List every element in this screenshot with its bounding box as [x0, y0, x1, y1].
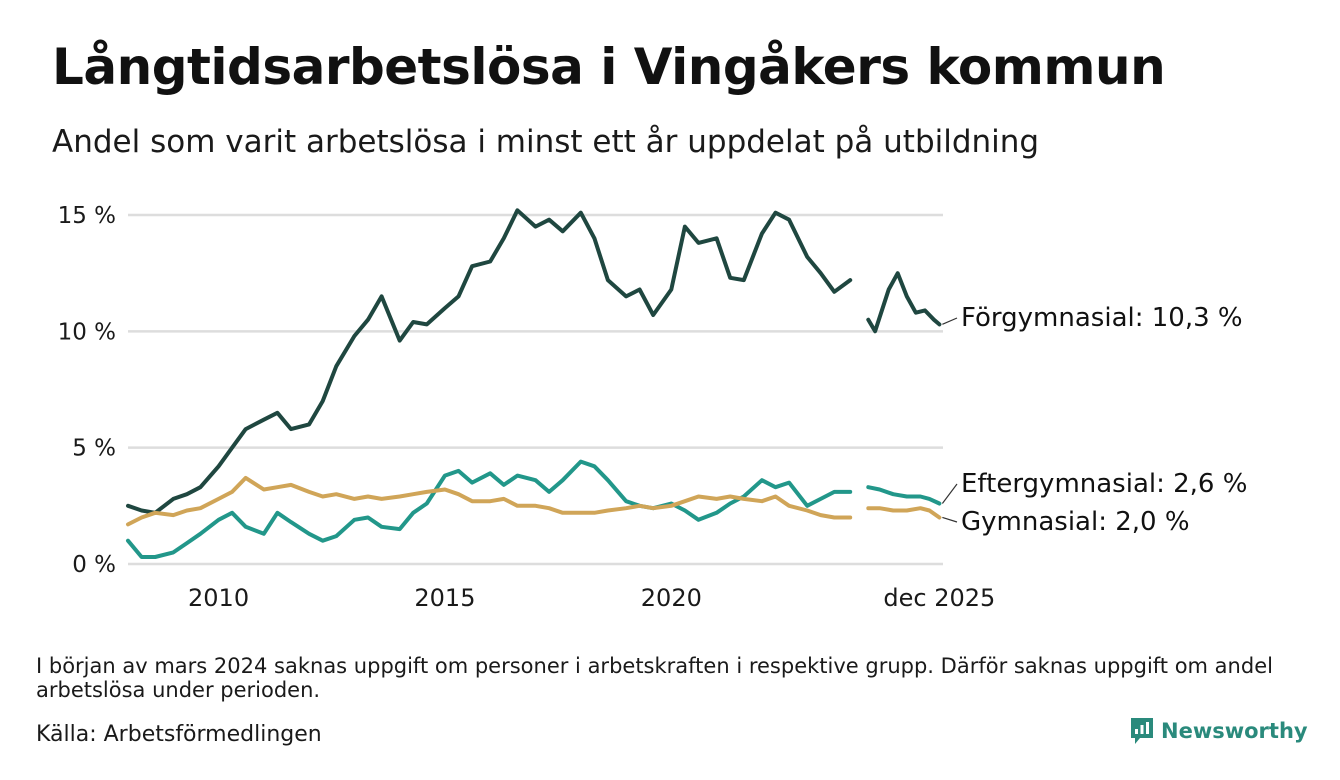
y-tick-label: 15 % [58, 203, 116, 229]
series-line-förgymnasial [126, 208, 853, 515]
brand-name: Newsworthy [1161, 719, 1308, 743]
series-line-eftergymnasial [866, 485, 942, 506]
x-tick-label: dec 2025 [883, 584, 995, 612]
x-axis-ticks: 2010 2015 2020 dec 2025 [188, 584, 995, 612]
line-chart: 0 % 5 % 10 % 15 % 2010 2015 2020 dec 2025 Förg… [58, 203, 1248, 612]
y-tick-label: 10 % [58, 319, 116, 345]
series-end-labels: Förgymnasial: 10,3 % Eftergymnasial: 2,6 … [941, 303, 1247, 537]
chart-subtitle: Andel som varit arbetslösa i minst ett å… [52, 124, 1040, 160]
label-leader-line [941, 483, 958, 504]
y-tick-label: 5 % [72, 436, 116, 462]
x-tick-label: 2015 [414, 584, 475, 612]
series-end-label: Förgymnasial: 10,3 % [961, 303, 1243, 333]
gridlines [128, 213, 943, 566]
series-line-eftergymnasial [126, 459, 853, 559]
series-line-förgymnasial [866, 271, 942, 334]
series-lines [126, 208, 942, 559]
footnote: I början av mars 2024 saknas uppgift om … [36, 654, 1273, 702]
series-end-label: Gymnasial: 2,0 % [961, 507, 1190, 537]
label-leader-line [942, 516, 958, 523]
y-axis-ticks: 0 % 5 % 10 % 15 % [58, 203, 116, 578]
chart-title: Långtidsarbetslösa i Vingåkers kommun [52, 38, 1166, 96]
source-credit: Källa: Arbetsförmedlingen [36, 722, 322, 747]
series-line-gymnasial [126, 475, 853, 527]
newsworthy-logo[interactable]: Newsworthy [1129, 716, 1308, 746]
label-leader-line [942, 317, 958, 325]
x-tick-label: 2020 [641, 584, 702, 612]
series-end-label: Eftergymnasial: 2,6 % [961, 469, 1247, 499]
chart-bubble-icon [1131, 718, 1153, 744]
series-line-gymnasial [866, 506, 942, 520]
x-tick-label: 2010 [188, 584, 249, 612]
y-tick-label: 0 % [72, 552, 116, 578]
